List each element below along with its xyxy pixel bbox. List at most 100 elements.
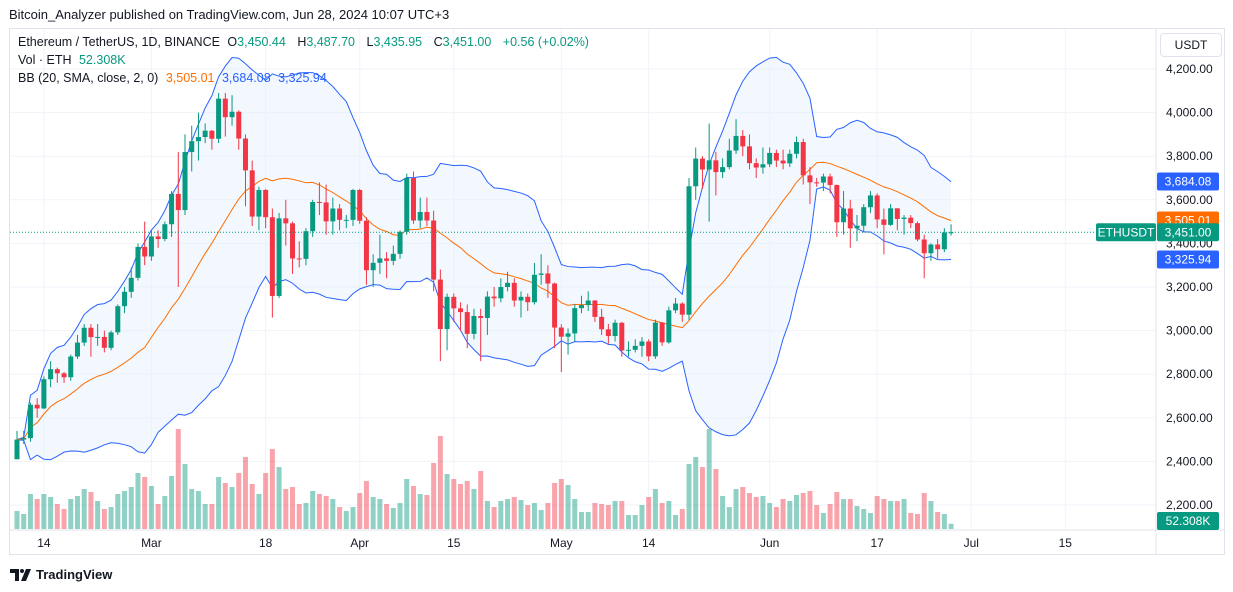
- candle-body: [699, 158, 705, 170]
- candle-body: [787, 153, 793, 164]
- candle-body: [21, 438, 27, 440]
- volume-bar: [276, 467, 282, 529]
- candle-body: [135, 246, 141, 278]
- candle: [720, 158, 726, 178]
- volume-bar: [310, 491, 316, 529]
- candle-body: [330, 208, 336, 222]
- volume-bar: [619, 501, 625, 529]
- volume-bar: [458, 484, 464, 529]
- close-value: 3,451.00: [442, 35, 492, 49]
- candle: [343, 215, 349, 229]
- candle: [296, 241, 302, 268]
- price-axis-label: 2,800.00: [1166, 367, 1213, 381]
- candle-body: [552, 283, 558, 328]
- candle: [148, 230, 154, 261]
- volume-bar: [545, 503, 551, 529]
- candle-body: [316, 201, 322, 203]
- volume-bar: [101, 509, 107, 529]
- volume-bar: [424, 495, 430, 529]
- candle: [431, 210, 437, 292]
- candle-body: [605, 329, 611, 337]
- volume-bar: [948, 523, 954, 529]
- candle: [874, 193, 880, 229]
- candle-body: [14, 439, 20, 460]
- volume-bar: [699, 467, 705, 529]
- candle: [854, 215, 860, 242]
- volume-bar: [760, 496, 766, 529]
- candle: [861, 204, 867, 233]
- candle-body: [175, 193, 181, 211]
- candle-body: [511, 282, 517, 301]
- candle: [834, 184, 840, 237]
- volume-bar: [115, 494, 121, 529]
- volume-bar: [525, 505, 531, 529]
- volume-bar: [216, 477, 222, 529]
- candle: [666, 306, 672, 344]
- candle-body: [726, 150, 732, 168]
- candle-body: [464, 312, 470, 334]
- candle-body: [269, 217, 275, 296]
- candle: [377, 234, 383, 274]
- volume-bar: [377, 499, 383, 529]
- candle-body: [323, 202, 329, 222]
- low-label: L: [366, 35, 374, 49]
- volume-bar: [404, 479, 410, 529]
- low-value: 3,435.95: [373, 35, 423, 49]
- candle-body: [410, 178, 416, 221]
- volume-bar: [451, 479, 457, 529]
- currency-button[interactable]: USDT: [1160, 33, 1222, 57]
- candle-body: [867, 195, 873, 208]
- volume-value: 52.308K: [78, 53, 126, 67]
- candle: [908, 215, 914, 229]
- candle-body: [242, 138, 248, 171]
- candle-body: [894, 208, 900, 219]
- volume-bar: [182, 464, 188, 529]
- candle-body: [854, 225, 860, 229]
- candle-body: [935, 244, 941, 250]
- volume-bar: [195, 491, 201, 529]
- time-axis-label: Jun: [760, 536, 779, 550]
- candle-body: [545, 273, 551, 284]
- time-axis-label: 18: [259, 536, 273, 550]
- candle: [894, 208, 900, 231]
- candle-body: [773, 152, 779, 161]
- volume-bar: [538, 510, 544, 529]
- candle: [578, 295, 584, 314]
- volume-bar: [269, 449, 275, 529]
- symbol-name[interactable]: Ethereum / TetherUS, 1D, BINANCE: [18, 35, 220, 49]
- candle: [558, 324, 564, 373]
- bb-label[interactable]: BB (20, SMA, close, 2, 0): [18, 71, 159, 85]
- candle: [263, 188, 269, 229]
- time-axis-label: Apr: [350, 536, 369, 550]
- volume-bar: [518, 500, 524, 529]
- candle: [901, 215, 907, 235]
- candle-body: [370, 262, 376, 271]
- candle: [800, 138, 806, 185]
- candle: [679, 302, 685, 322]
- candle: [417, 197, 423, 229]
- candle: [182, 134, 188, 216]
- volume-bar: [491, 507, 497, 529]
- candle: [505, 271, 511, 292]
- bb-upper-tag-text: 3,684.08: [1165, 174, 1212, 188]
- volume-bar: [511, 497, 517, 529]
- candle: [316, 182, 322, 216]
- candle-body: [780, 160, 786, 164]
- candle-body: [296, 258, 302, 260]
- volume-bar: [148, 486, 154, 529]
- candle-body: [659, 322, 665, 343]
- candle-body: [169, 193, 175, 225]
- time-axis-label: 15: [447, 536, 461, 550]
- candle: [914, 221, 920, 242]
- candle-body: [48, 369, 54, 380]
- volume-bar: [108, 507, 114, 529]
- last-price-tag-text: 3,451.00: [1165, 225, 1212, 239]
- price-axis-label: 3,600.00: [1166, 193, 1213, 207]
- candle-body: [733, 135, 739, 151]
- candle: [269, 208, 275, 318]
- candle-body: [525, 296, 531, 303]
- candle-body: [61, 373, 67, 378]
- volume-label[interactable]: Vol · ETH: [18, 53, 72, 67]
- price-axis-label: 2,200.00: [1166, 498, 1213, 512]
